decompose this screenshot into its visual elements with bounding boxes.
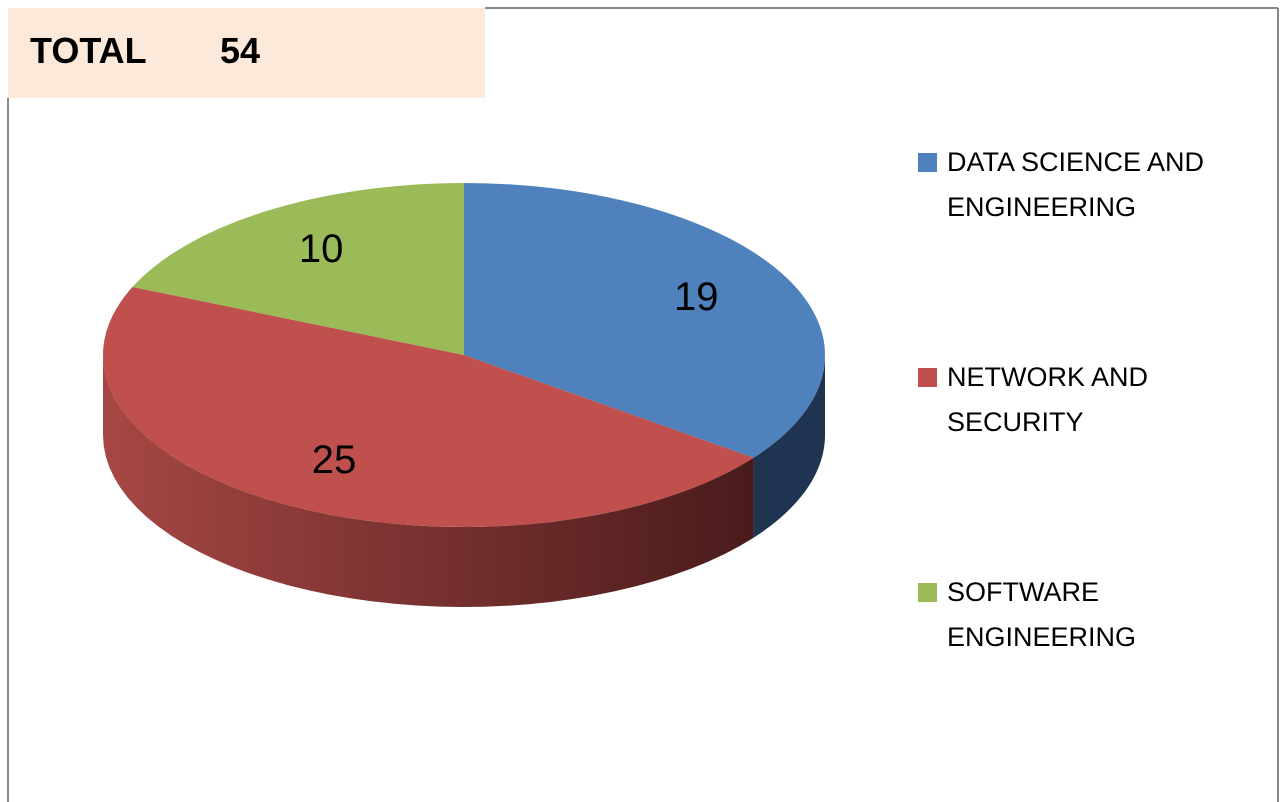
data-label: 10	[299, 227, 344, 271]
slice-side	[753, 355, 825, 538]
legend-swatch	[918, 368, 937, 387]
data-label: 19	[674, 275, 719, 319]
total-label: TOTAL	[30, 30, 147, 71]
pie-slices	[102, 183, 826, 527]
pie-sides	[103, 355, 825, 607]
slice	[102, 286, 754, 527]
legend-swatch	[918, 583, 937, 602]
total-box: TOTAL 54	[8, 8, 485, 98]
data-label: 25	[312, 438, 357, 482]
slice-side	[103, 355, 754, 607]
legend-label: DATA SCIENCE AND ENGINEERING	[947, 147, 1205, 222]
total-value: 54	[220, 30, 261, 71]
legend-label: NETWORK AND SECURITY	[947, 362, 1149, 437]
legend-swatch	[918, 153, 937, 172]
slice	[132, 183, 464, 355]
slice	[464, 183, 826, 458]
legend-label: SOFTWARE ENGINEERING	[947, 577, 1137, 652]
